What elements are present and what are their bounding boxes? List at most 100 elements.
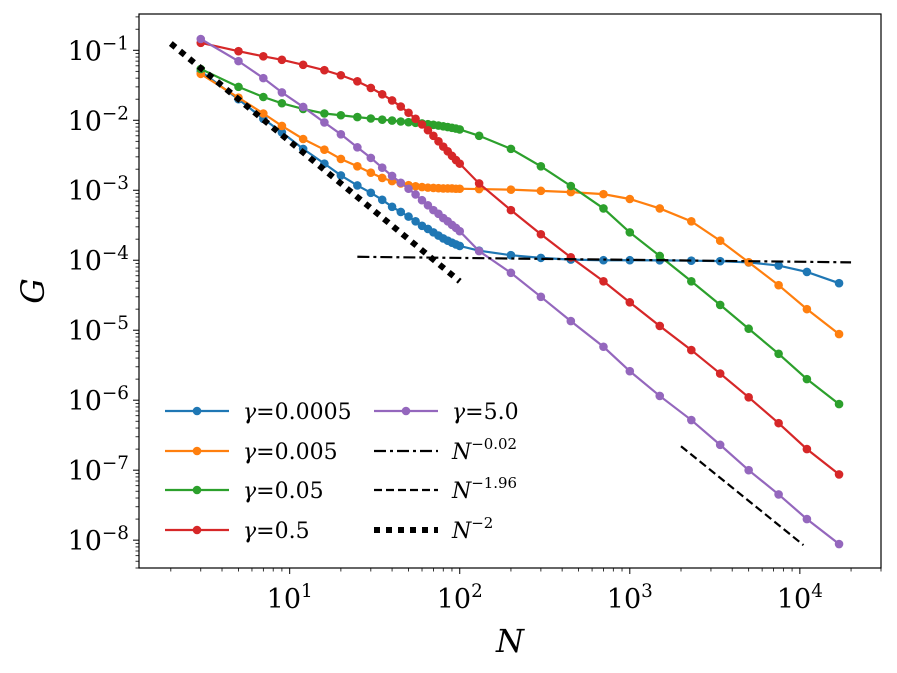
y-tick-label: 10−7 <box>68 453 129 487</box>
data-point <box>774 418 783 428</box>
series-line <box>200 68 840 405</box>
data-point <box>353 181 362 190</box>
legend-label: N−2 <box>451 514 493 544</box>
data-point <box>655 391 665 401</box>
data-point <box>536 253 546 263</box>
legend-label: γ=0.05 <box>243 479 324 504</box>
data-point <box>506 268 516 278</box>
data-point <box>536 229 546 239</box>
data-point <box>655 321 665 331</box>
data-point <box>599 189 608 199</box>
x-tick-label: 104 <box>777 581 823 615</box>
data-point <box>277 88 287 97</box>
data-point <box>506 144 516 154</box>
data-point <box>404 108 413 118</box>
data-point <box>417 195 427 205</box>
data-point <box>377 115 387 124</box>
data-point <box>687 276 696 286</box>
data-point <box>366 114 376 123</box>
plot-frame <box>138 13 882 569</box>
data-point <box>802 374 812 384</box>
data-point <box>625 298 635 307</box>
data-point <box>687 415 696 425</box>
data-point <box>411 217 420 226</box>
data-point <box>259 109 268 118</box>
data-point <box>455 125 465 134</box>
data-point <box>802 514 812 524</box>
data-point <box>506 205 516 215</box>
data-point <box>625 366 635 376</box>
data-point <box>411 190 420 199</box>
data-point <box>423 125 433 135</box>
legend-label: γ=0.0005 <box>243 400 352 425</box>
data-point <box>774 490 783 499</box>
legend-marker <box>192 525 202 535</box>
x-tick-label: 101 <box>267 581 313 615</box>
legend-marker <box>192 446 202 456</box>
legend-marker <box>192 485 202 495</box>
data-point <box>387 96 397 105</box>
legend-label: γ=0.005 <box>243 440 338 465</box>
data-point <box>834 278 844 288</box>
data-point <box>259 52 268 61</box>
data-point <box>625 255 635 265</box>
data-point <box>474 179 484 188</box>
data-point <box>802 267 812 277</box>
data-point <box>336 154 346 164</box>
data-point <box>320 145 329 154</box>
legend-label: γ=0.5 <box>243 519 310 544</box>
data-point <box>802 304 812 314</box>
data-point <box>474 246 484 256</box>
data-point <box>506 250 516 260</box>
data-point <box>298 60 308 70</box>
series-line <box>357 255 852 264</box>
data-point <box>387 171 397 181</box>
data-point <box>353 143 362 152</box>
data-point <box>566 316 576 326</box>
data-point <box>396 102 406 111</box>
data-point <box>404 117 413 127</box>
data-point <box>429 131 438 141</box>
y-tick-label: 10−1 <box>68 33 129 67</box>
data-point <box>387 116 397 125</box>
data-point <box>599 276 608 286</box>
y-axis: 10−8 10−7 10−6 10−5 10−4 10−3 10−2 10−1 <box>68 16 139 569</box>
data-point <box>536 161 546 171</box>
data-point <box>744 465 753 475</box>
data-point <box>353 77 362 86</box>
series-line <box>680 445 805 546</box>
data-point <box>536 292 546 302</box>
data-point <box>834 539 844 549</box>
data-point <box>474 131 484 141</box>
data-point <box>625 228 635 237</box>
data-point <box>366 188 376 198</box>
y-tick-label: 10−4 <box>68 243 129 277</box>
data-point <box>834 329 844 339</box>
data-point <box>366 168 376 178</box>
data-point <box>336 171 346 180</box>
data-point <box>336 130 346 139</box>
data-point <box>336 70 346 80</box>
data-point <box>259 73 268 83</box>
data-point <box>455 159 465 168</box>
data-point <box>320 109 329 118</box>
data-point <box>377 195 387 205</box>
y-tick-label: 10−2 <box>68 103 129 137</box>
data-point <box>715 300 725 310</box>
data-point <box>687 345 696 355</box>
data-point <box>387 202 397 212</box>
data-point <box>411 114 420 124</box>
x-tick-label: 102 <box>437 581 483 615</box>
data-point <box>234 82 243 92</box>
data-point <box>320 118 329 127</box>
legend-label: N−1.96 <box>451 474 517 504</box>
data-point <box>802 444 812 454</box>
data-point <box>506 185 516 194</box>
data-point <box>655 251 665 261</box>
data-point <box>366 83 376 93</box>
data-point <box>404 184 413 194</box>
data-point <box>377 163 387 172</box>
legend-label: N−0.02 <box>451 435 517 465</box>
data-point <box>455 184 465 194</box>
data-point <box>298 102 308 112</box>
